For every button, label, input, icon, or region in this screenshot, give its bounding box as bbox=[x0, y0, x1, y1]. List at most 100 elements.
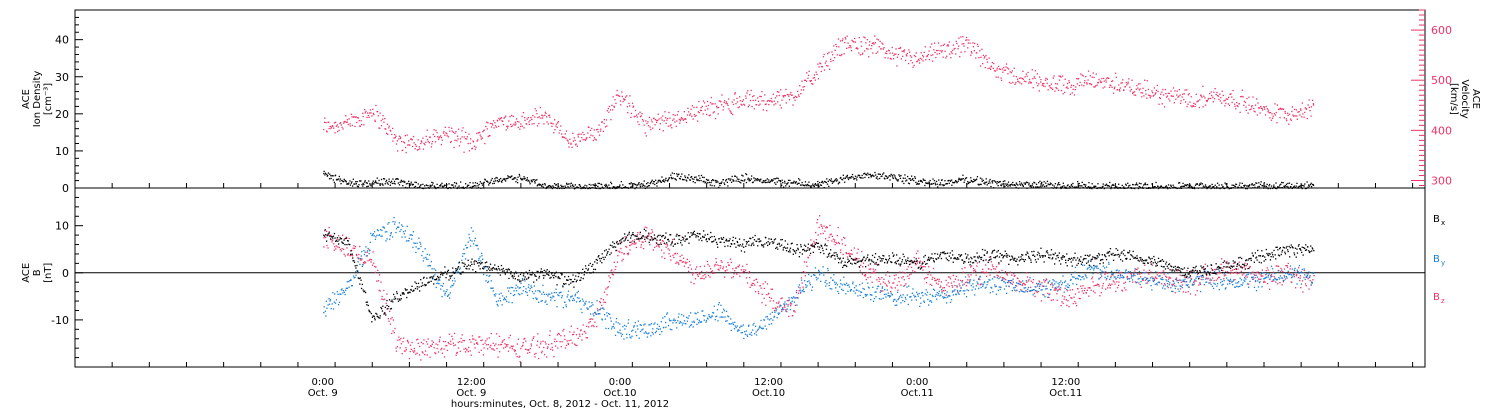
data-point bbox=[992, 67, 994, 69]
data-point bbox=[1166, 283, 1169, 285]
data-point bbox=[346, 281, 348, 283]
data-point bbox=[718, 186, 720, 189]
data-point bbox=[448, 343, 450, 345]
data-point bbox=[1050, 83, 1053, 85]
data-point bbox=[745, 173, 747, 175]
data-point bbox=[915, 264, 917, 266]
data-point bbox=[340, 183, 342, 185]
data-point bbox=[766, 315, 768, 318]
data-point bbox=[689, 114, 691, 116]
data-point bbox=[902, 180, 904, 182]
data-point bbox=[350, 182, 352, 184]
data-point bbox=[668, 111, 670, 114]
data-point bbox=[637, 183, 640, 185]
data-point bbox=[615, 318, 618, 320]
data-point bbox=[515, 284, 517, 286]
data-point bbox=[846, 175, 848, 177]
data-point bbox=[807, 74, 810, 77]
data-point bbox=[579, 335, 581, 337]
data-point bbox=[592, 135, 594, 137]
data-point bbox=[1197, 100, 1199, 102]
data-point bbox=[753, 322, 755, 325]
data-point bbox=[1055, 87, 1057, 89]
data-point bbox=[508, 120, 510, 122]
data-point bbox=[918, 62, 921, 64]
data-point bbox=[465, 131, 467, 133]
data-point bbox=[899, 271, 901, 273]
data-point bbox=[613, 271, 615, 273]
data-point bbox=[459, 138, 462, 140]
data-point bbox=[550, 299, 552, 301]
data-point bbox=[852, 40, 854, 42]
data-point bbox=[753, 95, 755, 97]
data-point bbox=[686, 114, 689, 116]
data-point bbox=[422, 352, 424, 354]
data-point bbox=[934, 184, 937, 186]
data-point bbox=[796, 183, 798, 185]
data-point bbox=[696, 120, 699, 122]
data-point bbox=[1197, 273, 1199, 275]
data-point bbox=[678, 177, 681, 180]
data-point bbox=[813, 74, 816, 76]
data-point bbox=[909, 263, 911, 265]
data-point bbox=[836, 45, 838, 48]
data-point bbox=[424, 350, 427, 352]
data-point bbox=[1290, 118, 1292, 120]
data-point bbox=[906, 55, 908, 57]
data-point bbox=[423, 339, 425, 341]
data-point bbox=[1260, 181, 1262, 183]
data-point bbox=[851, 253, 853, 255]
data-point bbox=[707, 108, 709, 110]
field-label-line: ACE bbox=[21, 263, 32, 283]
data-point bbox=[1218, 276, 1221, 279]
data-point bbox=[780, 181, 782, 183]
data-point bbox=[842, 38, 844, 40]
data-point bbox=[561, 341, 563, 343]
data-point bbox=[777, 302, 779, 304]
data-point bbox=[1283, 275, 1285, 277]
data-point bbox=[1308, 288, 1310, 290]
data-point bbox=[576, 344, 578, 347]
data-point bbox=[531, 339, 533, 341]
data-point bbox=[632, 185, 634, 187]
data-point bbox=[718, 100, 720, 102]
data-point bbox=[799, 287, 801, 289]
data-point bbox=[749, 94, 751, 96]
data-point bbox=[490, 179, 492, 181]
data-point bbox=[887, 49, 890, 51]
data-point bbox=[989, 67, 991, 69]
data-point bbox=[1307, 186, 1309, 188]
data-point bbox=[900, 58, 902, 60]
data-point bbox=[1260, 274, 1262, 276]
data-point bbox=[1114, 72, 1117, 74]
data-point bbox=[644, 323, 646, 325]
data-point bbox=[1015, 76, 1017, 78]
data-point bbox=[1095, 73, 1097, 75]
data-point bbox=[327, 247, 329, 249]
data-point bbox=[660, 117, 662, 119]
data-point bbox=[839, 40, 842, 42]
data-point bbox=[935, 180, 938, 183]
data-point bbox=[804, 181, 807, 183]
data-point bbox=[564, 338, 566, 341]
data-point bbox=[508, 176, 510, 178]
data-point bbox=[476, 182, 478, 185]
data-point bbox=[1264, 185, 1266, 187]
data-point bbox=[586, 325, 588, 327]
data-point bbox=[1071, 297, 1073, 299]
data-point bbox=[713, 185, 716, 187]
data-point bbox=[523, 176, 525, 178]
data-point bbox=[995, 266, 998, 268]
field-label-line: B bbox=[32, 269, 43, 276]
data-point bbox=[609, 313, 611, 315]
data-point bbox=[656, 121, 658, 123]
data-point bbox=[795, 181, 797, 183]
data-point bbox=[863, 274, 866, 277]
data-point bbox=[1266, 108, 1268, 110]
data-point bbox=[413, 351, 415, 353]
data-point bbox=[768, 319, 771, 321]
data-point bbox=[695, 114, 697, 117]
data-point bbox=[971, 265, 973, 267]
data-point bbox=[749, 276, 751, 279]
data-point bbox=[881, 290, 883, 292]
